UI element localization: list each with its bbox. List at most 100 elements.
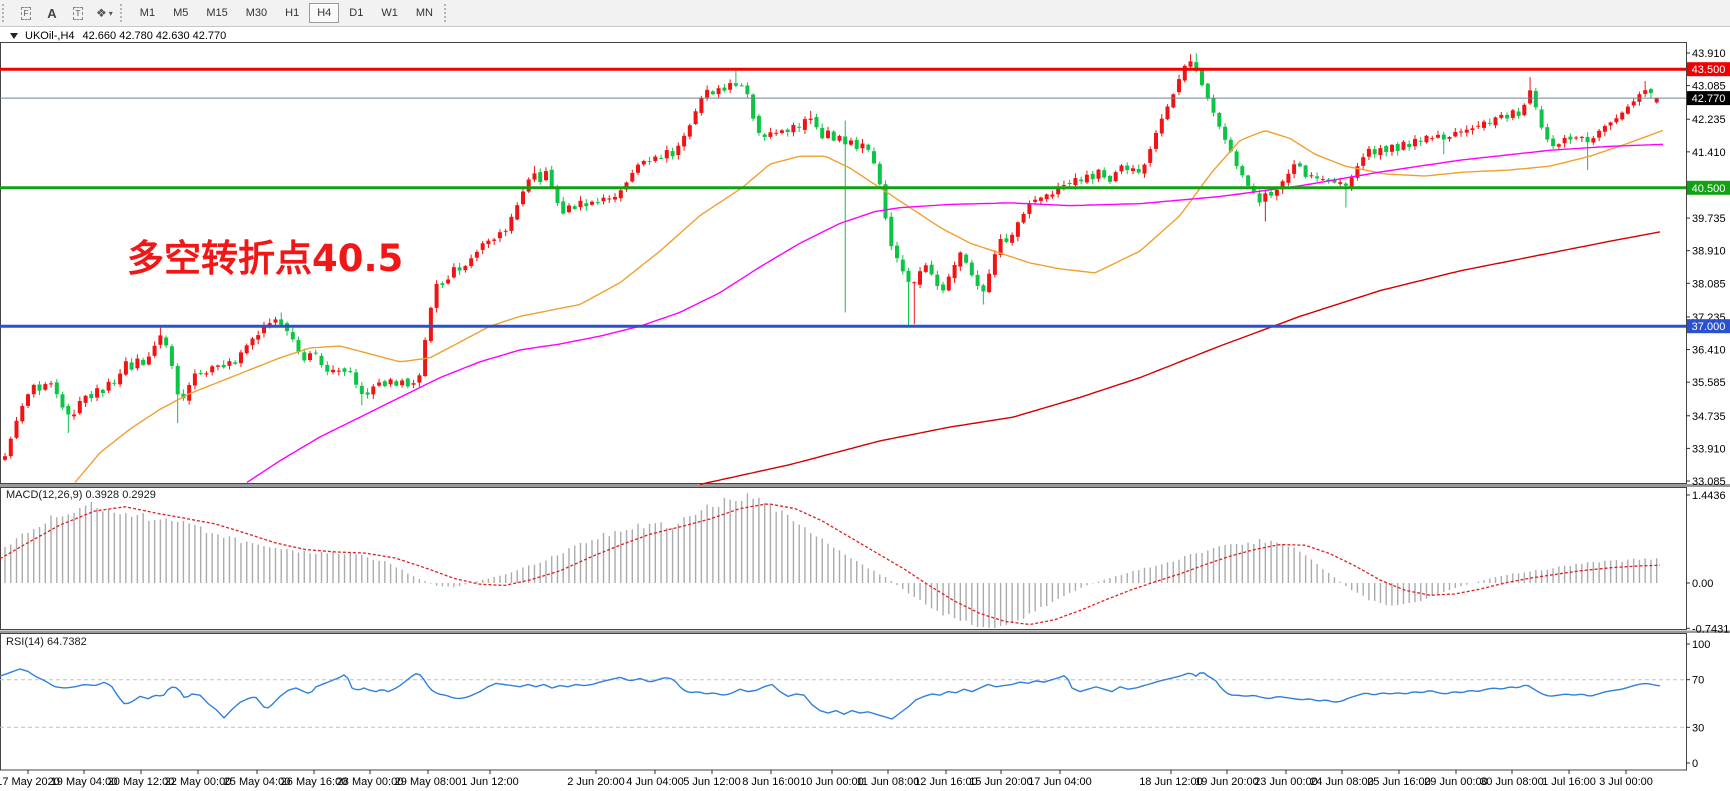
level-price-label-box [1687, 62, 1730, 77]
macd-label: MACD(12,26,9) 0.3928 0.2929 [6, 489, 156, 501]
time-tick-label: 28 May 00:00 [337, 776, 404, 788]
rsi-tick-label: 0 [1692, 758, 1698, 770]
time-tick-label: 11 Jun 08:00 [857, 776, 920, 788]
rsi-tick-label: 30 [1692, 722, 1704, 734]
cursor-tool-button[interactable]: F [14, 2, 38, 24]
level-price-label: 43.500 [1692, 64, 1726, 76]
time-tick-label: 1 Jun 12:00 [461, 776, 519, 788]
tf-button-m5[interactable]: M5 [165, 3, 196, 23]
price-axis[interactable]: 43.910 43.085 42.235 41.410 39.735 38.910 38.0… [1686, 48, 1729, 770]
toolbar-grip[interactable] [2, 4, 9, 22]
symbol-period-label: UKOil-,H4 [25, 29, 75, 42]
text-box-icon: T [72, 6, 84, 20]
time-tick-label: 20 May 12:00 [108, 776, 175, 788]
level-price-label-box [1687, 180, 1730, 195]
macd-main-value: 0.3928 [85, 489, 120, 501]
toolbar-grip-2[interactable] [119, 4, 127, 22]
chevron-down-icon: ▾ [108, 8, 113, 18]
tf-button-h4[interactable]: H4 [309, 3, 340, 23]
ma-mid-line [246, 143, 1664, 483]
time-tick-label: 15 Jun 20:00 [969, 776, 1033, 788]
time-tick-label: 23 Jun 00:00 [1254, 776, 1318, 788]
time-tick-label: 22 May 00:00 [165, 776, 232, 788]
rsi-panel-frame [0, 633, 1687, 771]
tf-button-m30[interactable]: M30 [238, 3, 275, 23]
dashed-box-icon: F [20, 6, 32, 20]
time-tick-label: 1 Jul 16:00 [1542, 776, 1596, 788]
time-tick-label: 5 Jun 12:00 [683, 776, 741, 788]
time-tick-label: 4 Jun 04:00 [626, 776, 684, 788]
textbox-tool-button[interactable]: T [66, 2, 90, 24]
time-tick-label: 25 Jun 16:00 [1367, 776, 1431, 788]
time-tick-label: 8 Jun 16:00 [742, 776, 800, 788]
macd-panel-frame [0, 487, 1687, 630]
chart-title-row: UKOil-,H4 42.660 42.780 42.630 42.770 [10, 29, 226, 42]
tf-button-m15[interactable]: M15 [198, 3, 235, 23]
time-tick-label: 19 Jun 20:00 [1195, 776, 1259, 788]
text-tool-button[interactable]: A [40, 2, 64, 24]
macd-signal-line [0, 503, 1661, 626]
top-toolbar: F A T ❖ ▾ M1 M5 M15 M30 H1 H4 D1 W1 MN [0, 0, 1730, 27]
ma-fast-line [74, 129, 1664, 483]
price-tick-label: 33.910 [1692, 443, 1726, 455]
tf-button-m1[interactable]: M1 [132, 3, 163, 23]
time-tick-label: 3 Jul 00:00 [1599, 776, 1653, 788]
price-tick-label: 38.085 [1692, 278, 1726, 290]
level-price-label: 40.500 [1692, 183, 1726, 195]
price-tick-label: 36.410 [1692, 345, 1726, 357]
time-tick-label: 26 May 16:00 [281, 776, 348, 788]
macd-tick-label: 1.4436 [1692, 490, 1726, 502]
ma-slow-line [699, 231, 1661, 486]
tf-button-mn[interactable]: MN [408, 3, 441, 23]
price-tick-label: 42.235 [1692, 114, 1726, 126]
price-tick-label: 38.910 [1692, 246, 1726, 258]
time-tick-label: 30 Jun 08:00 [1480, 776, 1544, 788]
price-tick-label: 41.410 [1692, 147, 1726, 159]
level-price-label: 37.000 [1692, 321, 1726, 333]
time-tick-label: 17 May 2020 [0, 776, 60, 788]
rsi-value: 64.7382 [46, 636, 87, 648]
time-tick-label: 10 Jun 00:00 [800, 776, 864, 788]
rsi-label: RSI(14) 64.7382 [6, 636, 87, 648]
price-tick-label: 35.585 [1692, 377, 1726, 389]
rsi-tick-label: 70 [1692, 675, 1704, 687]
toolbar-grip-3[interactable] [443, 4, 451, 22]
time-tick-label: 29 Jun 00:00 [1424, 776, 1488, 788]
tf-button-w1[interactable]: W1 [373, 3, 406, 23]
time-tick-label: 18 Jun 12:00 [1139, 776, 1203, 788]
panel-splitter-2[interactable] [0, 630, 1730, 634]
annotation-text: 多空转折点40.5 [127, 237, 404, 280]
time-tick-label: 17 Jun 04:00 [1028, 776, 1092, 788]
time-tick-label: 19 May 04:00 [51, 776, 118, 788]
shapes-tool-button[interactable]: ❖ ▾ [92, 2, 117, 24]
price-tick-label: 43.085 [1692, 81, 1726, 93]
panel-splitter-1[interactable] [0, 484, 1730, 487]
tf-button-h1[interactable]: H1 [277, 3, 307, 23]
macd-tick-label: -0.7431 [1692, 623, 1729, 635]
tf-button-d1[interactable]: D1 [341, 3, 371, 23]
macd-signal-value: 0.2929 [122, 489, 156, 501]
current-price-label: 42.770 [1692, 93, 1726, 105]
macd-histogram [4, 493, 1658, 629]
chart-menu-caret-icon[interactable] [10, 32, 18, 39]
rsi-line [0, 668, 1661, 720]
price-tick-label: 34.735 [1692, 411, 1726, 423]
time-tick-label: 25 May 04:00 [224, 776, 291, 788]
timeframe-group: M1 M5 M15 M30 H1 H4 D1 W1 MN [131, 3, 442, 23]
main-panel-frame [0, 42, 1687, 484]
time-tick-label: 2 Jun 20:00 [567, 776, 625, 788]
price-tick-label: 39.735 [1692, 213, 1726, 225]
level-price-label-box [1687, 319, 1730, 334]
text-a-icon: A [47, 5, 57, 21]
current-price-label-box [1687, 91, 1730, 106]
price-tick-label: 43.910 [1692, 48, 1726, 60]
time-tick-label: 24 Jun 08:00 [1310, 776, 1374, 788]
price-tick-label: 33.085 [1692, 476, 1726, 488]
macd-tick-label: 0.00 [1692, 578, 1713, 590]
shapes-icon: ❖ [96, 6, 107, 20]
rsi-tick-label: 100 [1692, 639, 1710, 651]
time-tick-label: 29 May 08:00 [395, 776, 462, 788]
